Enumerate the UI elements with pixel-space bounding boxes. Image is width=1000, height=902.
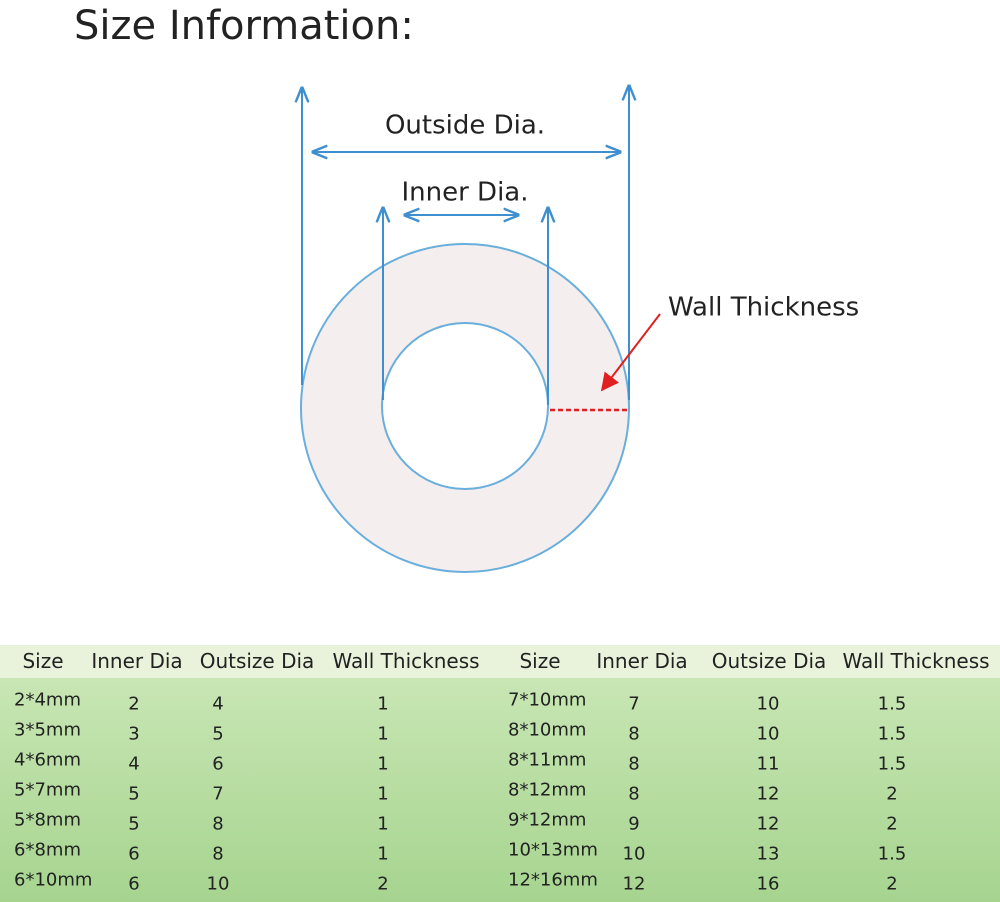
outside-label: Outside Dia.: [385, 111, 545, 141]
table-cell: 2: [886, 873, 898, 895]
table-cell: 7: [628, 693, 640, 715]
table-cell: 3*5mm: [14, 719, 81, 741]
table-cell: 10: [756, 693, 780, 715]
table-cell: 8: [212, 843, 224, 865]
table-body: 2*4mm 2 4 1 7*10mm 7 10 1.5 3*5mm 3 5 1 8*10mm 8 10 1.5…: [0, 678, 1000, 902]
table-cell: 8: [628, 783, 640, 805]
table-cell: 2: [128, 693, 140, 715]
table-cell: 6: [212, 753, 224, 775]
table-cell: 2*4mm: [14, 689, 81, 711]
table-cell: 5: [128, 783, 140, 805]
table-cell: 9: [628, 813, 640, 835]
table-cell: 8*11mm: [508, 749, 587, 771]
diagram: Outside Dia. Inner Dia. Wall Thickness: [0, 0, 859, 573]
table-cell: 2: [886, 783, 898, 805]
table-cell: 2: [886, 813, 898, 835]
table-cell: 1: [377, 843, 389, 865]
title: Size Information:: [74, 3, 414, 49]
table-cell: 9*12mm: [508, 809, 587, 831]
table-cell: 10: [206, 873, 230, 895]
table-cell: 7: [212, 783, 224, 805]
table-cell: 3: [128, 723, 140, 745]
table-cell: 6: [128, 843, 140, 865]
table-cell: 12: [756, 783, 780, 805]
table-cell: 5*8mm: [14, 809, 81, 831]
table-cell: 6*8mm: [14, 839, 81, 861]
table-cell: 1: [377, 723, 389, 745]
table-cell: 1: [377, 813, 389, 835]
table-header: Size Inner Dia Outsize Dia Wall Thickness Si…: [0, 645, 1000, 678]
table-cell: 4*6mm: [14, 749, 81, 771]
wall-label: Wall Thickness: [668, 293, 859, 323]
table-cell: 1: [377, 693, 389, 715]
table-cell: 7*10mm: [508, 689, 587, 711]
table-cell: 5: [128, 813, 140, 835]
table-cell: 5*7mm: [14, 779, 81, 801]
table-cell: 8: [212, 813, 224, 835]
table-cell: 12: [622, 873, 646, 895]
inner-circle: [381, 322, 549, 490]
table-cell: Wall Thickness: [332, 649, 480, 673]
table-cell: 8*12mm: [508, 779, 587, 801]
inner-label: Inner Dia.: [401, 178, 528, 208]
table-cell: 1.5: [877, 693, 907, 715]
table-cell: Inner Dia: [596, 649, 688, 673]
table-cell: Outsize Dia: [199, 649, 315, 673]
table-cell: 1: [377, 753, 389, 775]
table-cell: 1: [377, 783, 389, 805]
table-cell: 10: [756, 723, 780, 745]
table-cell: 6: [128, 873, 140, 895]
table-cell: 1.5: [877, 843, 907, 865]
table-cell: 4: [128, 753, 140, 775]
table-cell: 8: [628, 723, 640, 745]
table-cell: 1.5: [877, 723, 907, 745]
table-cell: 6*10mm: [14, 869, 93, 891]
table-cell: Size: [519, 649, 561, 673]
table-cell: 8*10mm: [508, 719, 587, 741]
table-cell: 2: [377, 873, 389, 895]
table-cell: 5: [212, 723, 224, 745]
table-cell: 10*13mm: [508, 839, 598, 861]
table-cell: Size: [22, 649, 64, 673]
table-cell: Wall Thickness: [842, 649, 990, 673]
table-cell: Outsize Dia: [711, 649, 827, 673]
table-cell: 12: [756, 813, 780, 835]
table-cell: Inner Dia: [91, 649, 183, 673]
table-cell: 1.5: [877, 753, 907, 775]
table-cell: 4: [212, 693, 224, 715]
table-cell: 11: [756, 753, 780, 775]
table-cell: 13: [756, 843, 780, 865]
table-cell: 8: [628, 753, 640, 775]
table-cell: 10: [622, 843, 646, 865]
table-cell: 16: [756, 873, 780, 895]
wall-arrow: [600, 313, 661, 392]
table-cell: 12*16mm: [508, 869, 598, 891]
